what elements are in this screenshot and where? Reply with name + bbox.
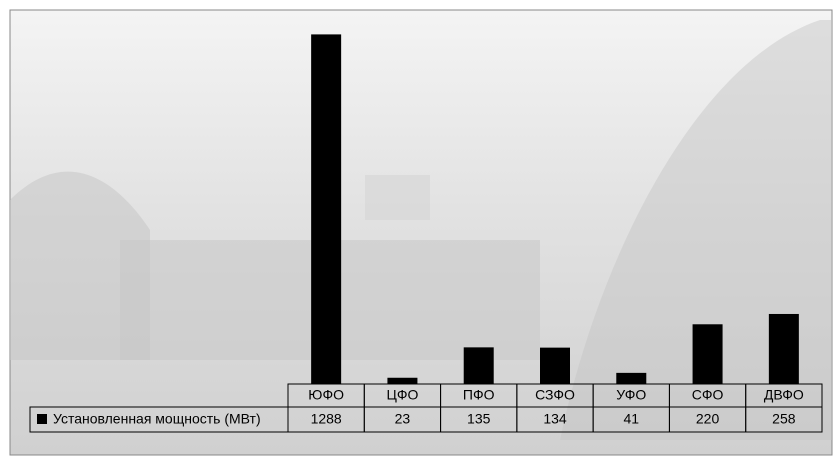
- table-value: 220: [696, 411, 720, 427]
- x-tick-label: УФО: [616, 387, 646, 403]
- x-tick-label: ПФО: [463, 387, 495, 403]
- table-value: 135: [467, 411, 491, 427]
- legend-label: Установленная мощность (МВт): [53, 411, 261, 427]
- table-value: 258: [772, 411, 796, 427]
- photo-reeds: [560, 20, 832, 440]
- table-value: 1288: [311, 411, 342, 427]
- x-tick-label: СФО: [692, 387, 724, 403]
- table-value: 23: [395, 411, 411, 427]
- bar: [692, 324, 723, 384]
- bar: [387, 377, 418, 384]
- bar: [540, 347, 570, 384]
- bar: [311, 34, 342, 385]
- x-tick-label: СЗФО: [535, 387, 575, 403]
- photo-building: [365, 175, 430, 220]
- x-tick-label: ЦФО: [386, 387, 418, 403]
- bar: [463, 347, 494, 384]
- bar: [768, 313, 799, 384]
- photo-trees: [10, 171, 150, 360]
- x-tick-label: ЮФО: [308, 387, 344, 403]
- legend-swatch: [37, 414, 47, 424]
- table-cell: [745, 406, 823, 433]
- table-value: 134: [543, 411, 567, 427]
- bar: [616, 372, 647, 384]
- table-value: 41: [623, 411, 639, 427]
- x-tick-label: ДВФО: [764, 387, 804, 403]
